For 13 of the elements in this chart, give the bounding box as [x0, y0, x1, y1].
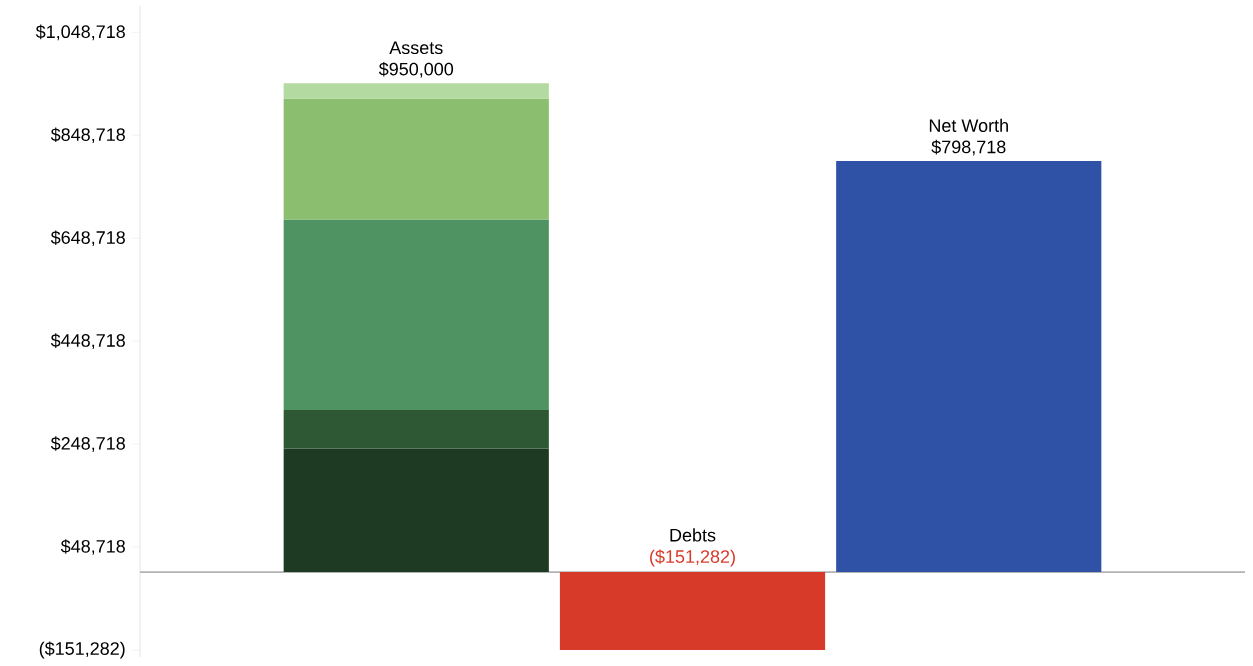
x-tick-label: Assets: [389, 41, 443, 55]
total-label: $950,000: [378, 61, 454, 78]
x-tick-label: Debts: [670, 528, 716, 542]
total-label: ($151,282): [650, 549, 735, 567]
y-tick-label: $48,718: [60, 539, 125, 555]
y-tick-label: $448,718: [50, 333, 125, 349]
x-tick-label: Net Worth: [929, 118, 1008, 132]
y-tick-label: $648,718: [50, 230, 125, 247]
y-tick-label: $248,718: [50, 436, 125, 452]
y-tick-label: ($151,282): [39, 641, 125, 659]
y-tick-label: $1,048,718: [35, 24, 125, 41]
y-tick-label: $848,718: [50, 127, 125, 144]
total-label: $798,718: [931, 139, 1006, 156]
